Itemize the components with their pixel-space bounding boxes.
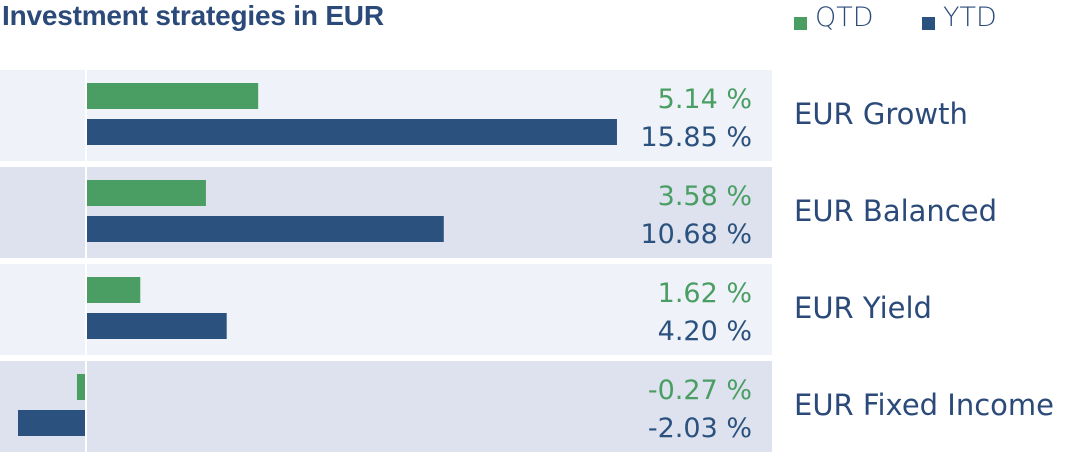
bar-ytd — [17, 410, 86, 436]
value-label-ytd: -2.03 % — [648, 413, 752, 444]
legend-label-ytd: YTD — [943, 2, 997, 33]
bar-ytd — [86, 216, 444, 242]
category-label: EUR Yield — [794, 291, 932, 325]
value-label-ytd: 4.20 % — [658, 316, 752, 347]
value-label-ytd: 10.68 % — [640, 219, 752, 250]
chart-title: Investment strategies in EUR — [2, 0, 384, 31]
legend-swatch-ytd — [922, 17, 935, 30]
legend-swatch-qtd — [794, 17, 807, 30]
category-label: EUR Balanced — [794, 194, 997, 228]
row-band — [0, 361, 772, 452]
value-label-qtd: -0.27 % — [648, 375, 752, 406]
category-label: EUR Growth — [794, 97, 968, 131]
value-label-qtd: 5.14 % — [658, 84, 752, 115]
legend-label-qtd: QTD — [815, 2, 874, 33]
bar-ytd — [86, 119, 617, 145]
value-label-qtd: 1.62 % — [658, 278, 752, 309]
value-label-ytd: 15.85 % — [640, 122, 752, 153]
bar-qtd — [86, 277, 141, 303]
bar-qtd — [86, 83, 259, 109]
bar-qtd — [76, 374, 86, 400]
bar-ytd — [86, 313, 227, 339]
value-label-qtd: 3.58 % — [658, 181, 752, 212]
category-label: EUR Fixed Income — [794, 388, 1054, 422]
bar-qtd — [86, 180, 206, 206]
